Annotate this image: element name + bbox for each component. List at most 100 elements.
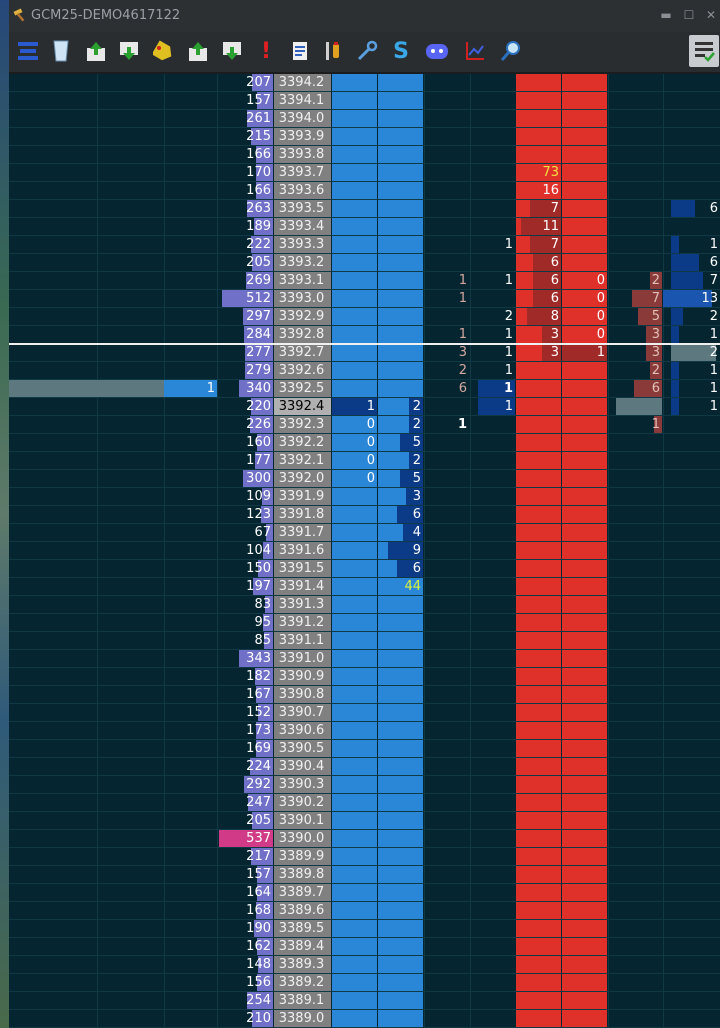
bid-cell — [378, 920, 423, 937]
ask-size: 8 — [550, 309, 559, 324]
bid-size: 0 — [366, 471, 375, 486]
volume-bar — [251, 236, 273, 253]
sell-value: 1 — [503, 381, 513, 396]
volume-cell: 205 — [246, 255, 271, 270]
ask-cell — [516, 560, 561, 577]
last-price-line — [9, 343, 720, 345]
volume-bar — [256, 686, 273, 703]
ask-cell — [562, 380, 607, 397]
price-cell: 3390.5 — [274, 740, 331, 757]
bid-cell — [332, 704, 377, 721]
ask-cell — [562, 812, 607, 829]
ask-cell — [562, 308, 607, 325]
ask-cell — [562, 830, 607, 847]
ask-cell — [562, 416, 607, 433]
upload-icon[interactable] — [184, 37, 212, 65]
price-ladder[interactable]: 207 3394.2 157 3394.1 261 3394.0 215 3393.9 166 3… — [9, 74, 720, 1028]
bid-cell — [332, 596, 377, 613]
bid-depth: 6 — [412, 561, 421, 576]
bid-cell — [378, 668, 423, 685]
download-icon[interactable] — [115, 37, 143, 65]
bid-cell — [378, 362, 423, 379]
close-button[interactable]: ✕ — [705, 8, 717, 22]
price-cell: 3389.7 — [274, 884, 331, 901]
volume-cell: 224 — [246, 759, 271, 774]
bid-cell — [378, 218, 423, 235]
bid-cell — [332, 920, 377, 937]
ask-cell — [516, 902, 561, 919]
price-cell: 3392.4 — [274, 398, 331, 415]
volume-bar — [257, 974, 273, 991]
bid-cell — [378, 146, 423, 163]
rhs-depth: 13 — [701, 291, 718, 306]
bid-cell — [332, 164, 377, 181]
ask-cell — [516, 92, 561, 109]
price-cell: 3394.1 — [274, 92, 331, 109]
ask-cell — [516, 110, 561, 127]
alert-icon[interactable]: ! — [260, 38, 272, 64]
bid-cell — [378, 614, 423, 631]
volume-cell: 168 — [246, 903, 271, 918]
bid-cell — [332, 92, 377, 109]
ask-cell — [516, 164, 561, 181]
price-cell: 3390.4 — [274, 758, 331, 775]
volume-cell: 197 — [246, 579, 271, 594]
ask-cell — [562, 614, 607, 631]
tools-icon[interactable] — [319, 37, 347, 65]
toolbar: ! S — [9, 32, 720, 74]
bid-cell — [332, 1010, 377, 1027]
ask-cell — [516, 794, 561, 811]
wrench-icon[interactable] — [353, 37, 381, 65]
rhs-depth-bar — [671, 326, 679, 343]
volume-bar — [256, 740, 273, 757]
stack-icon[interactable] — [14, 37, 42, 65]
sell-value: 1 — [504, 327, 513, 342]
bid-cell — [332, 236, 377, 253]
ask-cell — [516, 542, 561, 559]
ask-cell — [562, 470, 607, 487]
ask-cell — [562, 596, 607, 613]
price-cell: 3390.3 — [274, 776, 331, 793]
price-cell: 3393.6 — [274, 182, 331, 199]
download-icon[interactable] — [218, 37, 246, 65]
bid-cell — [332, 128, 377, 145]
volume-cell: 157 — [246, 867, 271, 882]
volume-cell: 166 — [246, 147, 271, 162]
rhs-depth: 6 — [709, 255, 718, 270]
glass-icon[interactable] — [47, 37, 75, 65]
volume-bar — [250, 758, 273, 775]
checklist-icon[interactable] — [689, 35, 719, 67]
search-icon[interactable] — [497, 37, 525, 65]
ask-cell — [516, 812, 561, 829]
price-cell: 3393.1 — [274, 272, 331, 289]
bid-depth: 2 — [412, 399, 421, 414]
bid-cell — [378, 344, 423, 361]
volume-bar — [257, 884, 273, 901]
volume-bar — [252, 1010, 273, 1027]
upload-icon[interactable] — [82, 37, 110, 65]
rhs-depth-bar — [671, 344, 716, 361]
ask-cell — [516, 362, 561, 379]
volume-cell: 220 — [246, 399, 271, 414]
maximize-button[interactable]: ☐ — [683, 8, 695, 22]
ask-cell — [562, 740, 607, 757]
document-icon[interactable] — [286, 37, 314, 65]
ask-cell — [562, 182, 607, 199]
ask-cell — [516, 686, 561, 703]
discord-icon[interactable] — [423, 37, 451, 65]
ask-cell — [562, 578, 607, 595]
minimize-button[interactable]: ▬ — [660, 8, 672, 22]
chart-icon[interactable] — [461, 37, 489, 65]
tag-icon[interactable] — [150, 37, 178, 65]
bid-cell — [378, 704, 423, 721]
rhs-bar — [634, 380, 662, 397]
bid-cell — [332, 902, 377, 919]
ask-cell — [562, 920, 607, 937]
volume-bar — [266, 524, 273, 541]
s-icon[interactable]: S — [393, 38, 409, 64]
title-bar[interactable]: GCM25-DEMO4617122 ▬ ☐ ✕ — [9, 0, 720, 32]
ask-cell — [562, 776, 607, 793]
ask-cell — [516, 884, 561, 901]
volume-bar — [251, 398, 273, 415]
bid-depth-bar — [397, 560, 423, 577]
